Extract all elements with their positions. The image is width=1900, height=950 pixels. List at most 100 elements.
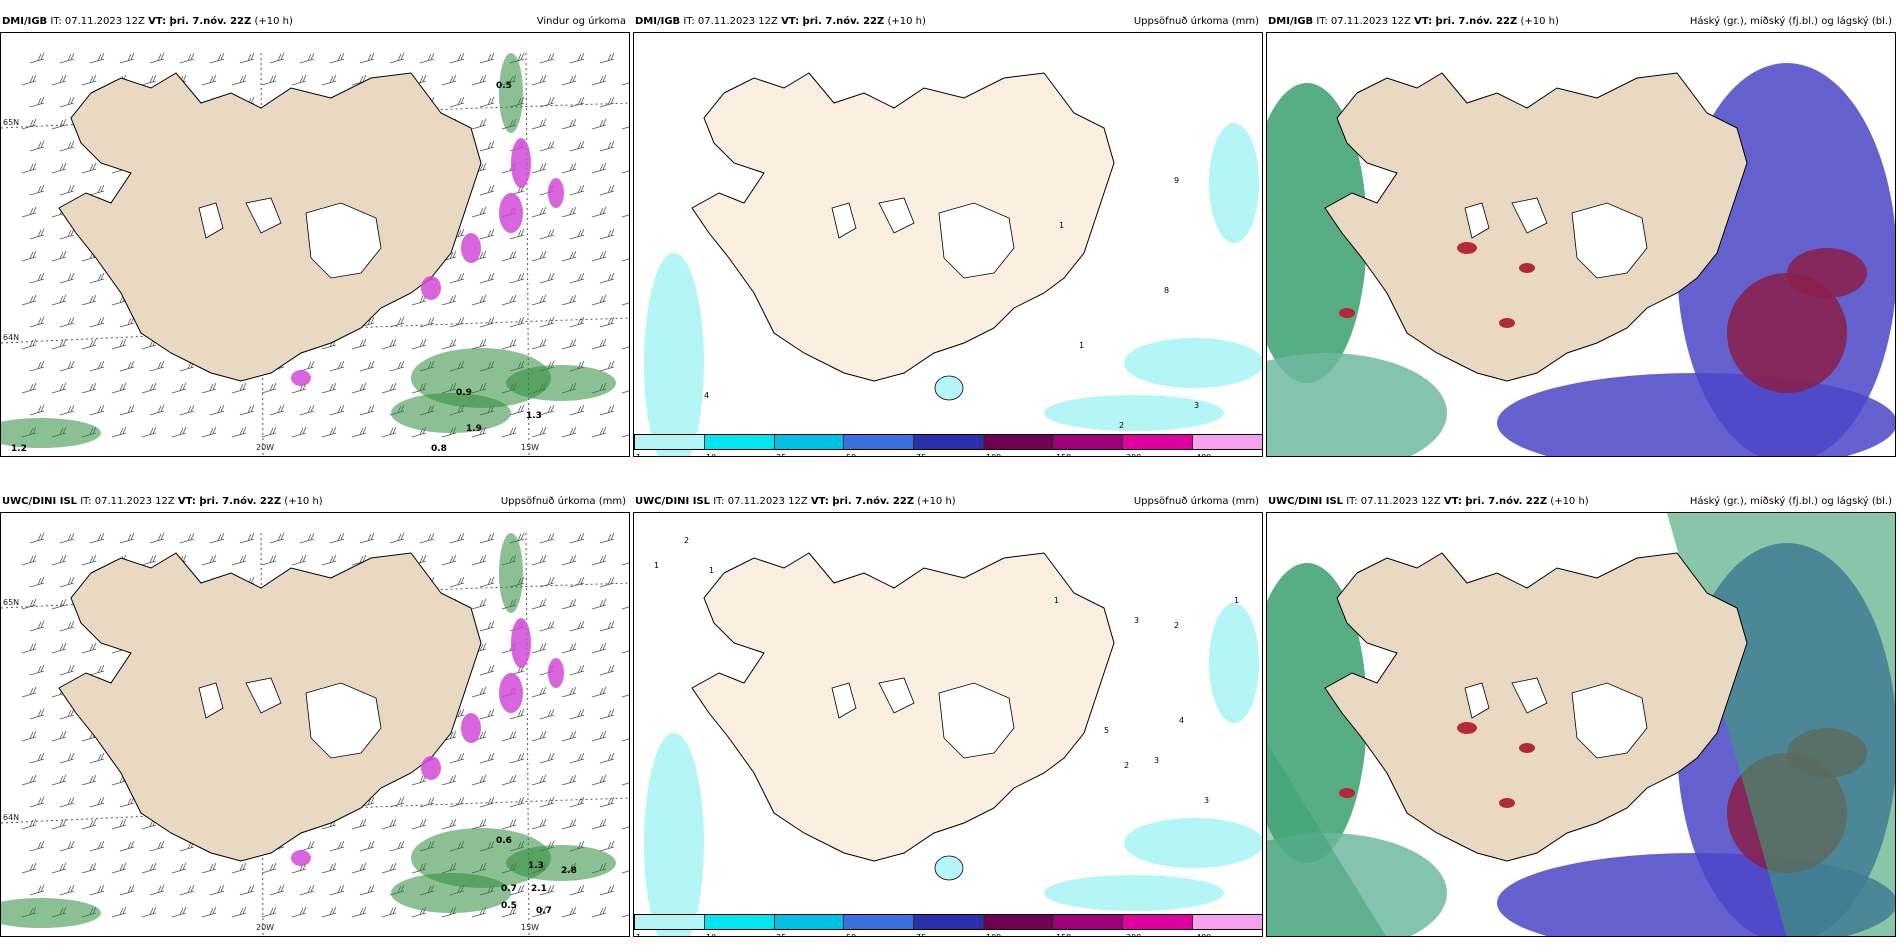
precip-value-label: 0.5 xyxy=(496,81,512,91)
glacier xyxy=(938,202,1015,279)
glacier xyxy=(305,682,382,759)
colorbar-swatch xyxy=(635,435,705,449)
glacier xyxy=(245,197,282,234)
colorbar-tick: 1 xyxy=(636,933,641,936)
panel-header: DMI/IGB IT: 07.11.2023 12Z VT: þri. 7.nó… xyxy=(0,12,630,32)
colorbar-swatch xyxy=(983,435,1054,449)
init-time: IT: 07.11.2023 12Z xyxy=(680,16,782,27)
precip-value-label: 3 xyxy=(1204,796,1209,805)
precip-value-label: 1.3 xyxy=(528,861,544,871)
precip-value-label: 5 xyxy=(1104,726,1109,735)
map-panel-wind: UWC/DINI ISL IT: 07.11.2023 12Z VT: þri.… xyxy=(0,492,630,937)
colorbar-tick: 200 xyxy=(1126,453,1141,456)
map-frame: 211132534231110255075100150200400 xyxy=(633,512,1263,937)
precip-value-label: 1 xyxy=(1079,341,1084,350)
precip-value-label: 0.9 xyxy=(456,388,472,398)
panel-run-info: UWC/DINI ISL IT: 07.11.2023 12Z VT: þri.… xyxy=(2,492,323,512)
map-panel-wind: DMI/IGB IT: 07.11.2023 12Z VT: þri. 7.nó… xyxy=(0,12,630,457)
colorbar-tick: 150 xyxy=(1056,933,1071,936)
valid-label: VT: þri. 7.nóv. 22Z xyxy=(810,496,915,507)
precip-value-label: 2.1 xyxy=(531,884,547,894)
axis-label-lat64: 64N xyxy=(3,333,20,342)
map-panel-cloud: DMI/IGB IT: 07.11.2023 12Z VT: þri. 7.nó… xyxy=(1266,12,1896,457)
map-panel-precip: UWC/DINI ISL IT: 07.11.2023 12Z VT: þri.… xyxy=(633,492,1263,937)
precip-value-label: 4 xyxy=(1179,716,1184,725)
glacier xyxy=(1511,197,1548,234)
colorbar-tick: 75 xyxy=(916,933,926,936)
precip-value-label: 2 xyxy=(1119,421,1124,430)
axis-label-lat65: 65N xyxy=(3,598,20,607)
precip-value-label: 1 xyxy=(1234,596,1239,605)
glacier xyxy=(831,202,857,239)
map-canvas: 1 4 2 3 8 1 9 xyxy=(644,72,1262,456)
colorbar-swatch xyxy=(1193,915,1262,929)
lead-time: (+10 h) xyxy=(914,496,956,507)
model-name: UWC/DINI ISL xyxy=(1268,496,1344,507)
colorbar-tick: 50 xyxy=(846,933,856,936)
colorbar-swatch xyxy=(704,435,775,449)
panel-title: Uppsöfnuð úrkoma (mm) xyxy=(1133,496,1259,507)
panel-header: UWC/DINI ISL IT: 07.11.2023 12Z VT: þri.… xyxy=(1266,492,1896,512)
colorbar-swatch xyxy=(1053,435,1124,449)
precip-value-label: 1 xyxy=(1054,596,1059,605)
panel-run-info: DMI/IGB IT: 07.11.2023 12Z VT: þri. 7.nó… xyxy=(635,12,926,32)
panel-title: Háský (gr.), miðský (fj.bl.) og lágský (… xyxy=(1689,496,1892,507)
colorbar-swatch xyxy=(635,915,705,929)
colorbar-swatch xyxy=(1123,435,1194,449)
glacier xyxy=(1464,682,1490,719)
precip-areas xyxy=(1,533,616,928)
init-time: IT: 07.11.2023 12Z xyxy=(47,16,149,27)
glacier xyxy=(878,677,915,714)
colorbar-tick: 50 xyxy=(846,453,856,456)
colorbar-tick: 200 xyxy=(1126,933,1141,936)
colorbar-swatch xyxy=(1193,435,1262,449)
axis-label-lon20: 20W xyxy=(256,443,275,452)
glacier xyxy=(878,197,915,234)
panel-header: UWC/DINI ISL IT: 07.11.2023 12Z VT: þri.… xyxy=(633,492,1263,512)
precip-value-label: 0.6 xyxy=(496,836,512,846)
glacier xyxy=(1571,202,1648,279)
glacier xyxy=(1464,202,1490,239)
lead-time: (+10 h) xyxy=(884,16,926,27)
axis-label-lon20: 20W xyxy=(256,923,275,932)
map-canvas xyxy=(1267,513,1895,936)
precip-value-label: 1 xyxy=(1059,221,1064,230)
precip-areas xyxy=(644,603,1262,936)
model-name: DMI/IGB xyxy=(2,16,48,27)
precip-value-label: 2.8 xyxy=(561,866,577,876)
glacier xyxy=(938,682,1015,759)
init-time: IT: 07.11.2023 12Z xyxy=(77,496,178,507)
axis-label-lon15: 15W xyxy=(521,443,540,452)
model-name: DMI/IGB xyxy=(635,16,681,27)
lead-time: (+10 h) xyxy=(251,16,293,27)
colorbar-swatch xyxy=(844,915,915,929)
map-panel-precip: DMI/IGB IT: 07.11.2023 12Z VT: þri. 7.nó… xyxy=(633,12,1263,457)
colorbar-tick: 75 xyxy=(916,453,926,456)
panel-run-info: UWC/DINI ISL IT: 07.11.2023 12Z VT: þri.… xyxy=(635,492,956,512)
map-canvas: 0.5 1.2 0.9 1.9 1.3 0.8 xyxy=(1,52,629,456)
precip-value-label: 8 xyxy=(1164,286,1169,295)
precip-value-label: 3 xyxy=(1154,756,1159,765)
panel-header: DMI/IGB IT: 07.11.2023 12Z VT: þri. 7.nó… xyxy=(1266,12,1896,32)
precip-value-label: 3 xyxy=(1134,616,1139,625)
init-time: IT: 07.11.2023 12Z xyxy=(1313,16,1415,27)
map-frame xyxy=(1266,32,1896,457)
colorbar-tick: 1 xyxy=(636,453,641,456)
glacier xyxy=(198,202,224,239)
panel-run-info: UWC/DINI ISL IT: 07.11.2023 12Z VT: þri.… xyxy=(1268,492,1589,512)
valid-label: VT: þri. 7.nóv. 22Z xyxy=(148,16,252,27)
colorbar-tick: 25 xyxy=(776,933,786,936)
precip-value-label: 3 xyxy=(1194,401,1199,410)
colorbar-tick: 400 xyxy=(1196,453,1211,456)
glacier xyxy=(831,682,857,719)
precip-value-label: 0.7 xyxy=(501,884,517,894)
colorbar-tick: 10 xyxy=(706,933,716,936)
glacier xyxy=(1571,682,1648,759)
panel-title: Vindur og úrkoma xyxy=(536,16,626,27)
lead-time: (+10 h) xyxy=(1517,16,1559,27)
colorbar-swatch xyxy=(914,915,984,929)
axis-label-lat64: 64N xyxy=(3,813,20,822)
panel-title: Uppsöfnuð úrkoma (mm) xyxy=(500,496,626,507)
map-frame: 1 4 2 3 8 1 9 1 10 25 50 75 100 150 200 400 xyxy=(633,32,1263,457)
precip-areas xyxy=(644,123,1262,456)
